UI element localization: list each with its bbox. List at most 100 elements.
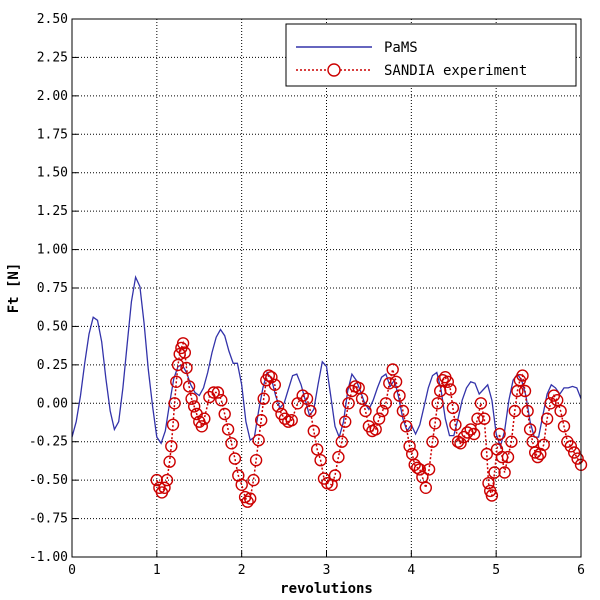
data-point-sandia <box>339 415 352 428</box>
legend: PaMS SANDIA experiment <box>285 23 577 87</box>
y-tick-label: 0.75 <box>37 281 68 296</box>
data-point-sandia <box>228 452 242 465</box>
y-tick-label: 2.25 <box>37 50 68 65</box>
data-point-sandia <box>508 404 521 418</box>
data-point-sandia <box>247 473 260 487</box>
data-point-sandia <box>300 392 314 405</box>
x-tick-label: 2 <box>238 563 246 578</box>
data-point-sandia <box>516 369 529 382</box>
data-point-sandia <box>376 404 389 418</box>
series-layer <box>71 275 588 508</box>
x-axis-label: revolutions <box>280 581 373 597</box>
data-point-sandia <box>485 489 499 502</box>
data-point-sandia <box>328 469 342 482</box>
legend-label-pams: PaMS <box>384 40 418 56</box>
data-point-sandia <box>311 443 324 456</box>
ticks: 0 1 2 3 4 5 6 -1.00 -0.75 -0.50 -0.25 0.00 0.25 0.50 0… <box>29 12 585 578</box>
data-point-sandia <box>428 417 442 430</box>
data-point-sandia <box>314 454 327 467</box>
data-point-sandia <box>243 492 257 505</box>
data-point-sandia <box>383 377 396 390</box>
data-point-sandia <box>568 446 581 459</box>
x-tick-label: 6 <box>577 563 585 578</box>
x-tick-label: 3 <box>323 563 331 578</box>
data-point-sandia <box>332 450 345 464</box>
data-point-sandia <box>218 407 231 421</box>
data-point-sandia <box>564 440 577 453</box>
data-point-sandia <box>518 384 532 398</box>
data-point-sandia <box>537 438 550 451</box>
data-point-sandia <box>416 470 429 484</box>
data-point-sandia <box>178 346 192 359</box>
y-tick-label: -1.00 <box>29 550 68 565</box>
x-tick-label: 0 <box>68 563 76 578</box>
data-point-sandia <box>160 473 174 487</box>
data-point-sandia <box>352 381 365 395</box>
data-point-sandia <box>268 378 281 391</box>
data-point-sandia <box>180 361 193 375</box>
data-point-sandia <box>403 440 416 453</box>
data-point-sandia <box>389 375 403 388</box>
data-point-sandia <box>166 418 180 431</box>
data-point-sandia <box>431 397 444 410</box>
data-point-sandia <box>195 420 209 433</box>
data-point-sandia <box>335 435 348 448</box>
data-point-sandia <box>241 495 254 508</box>
data-point-sandia <box>235 478 248 491</box>
data-point-sandia <box>551 394 564 407</box>
data-point-sandia <box>441 375 454 388</box>
y-tick-label: 2.00 <box>37 89 68 104</box>
data-point-sandia <box>278 412 292 425</box>
y-tick-label: 1.50 <box>37 166 68 181</box>
data-point-sandia <box>493 427 506 441</box>
data-point-sandia <box>185 392 198 405</box>
y-tick-label: -0.50 <box>29 473 68 488</box>
y-tick-label: 0.00 <box>37 396 68 411</box>
data-point-sandia <box>165 440 178 453</box>
data-point-sandia <box>285 414 298 427</box>
data-point-sandia <box>490 443 504 456</box>
legend-marker-sandia <box>327 63 341 77</box>
data-point-sandia <box>419 481 432 494</box>
data-point-sandia <box>170 375 183 388</box>
data-point-sandia <box>215 394 228 407</box>
data-point-sandia <box>413 463 426 476</box>
data-point-sandia <box>557 420 571 433</box>
data-point-sandia <box>454 437 467 450</box>
data-point-sandia <box>521 404 534 418</box>
data-point-sandia <box>488 466 501 479</box>
x-tick-label: 5 <box>492 563 500 578</box>
series-line-sandia <box>156 340 582 504</box>
data-point-sandia <box>422 463 436 476</box>
y-tick-label: -0.25 <box>29 435 68 450</box>
y-tick-label: 0.25 <box>37 358 68 373</box>
data-point-sandia <box>505 435 518 448</box>
series-line-pams <box>71 275 582 449</box>
data-point-sandia <box>207 386 220 399</box>
data-point-sandia <box>571 452 584 465</box>
data-point-sandia <box>262 369 275 382</box>
data-point-sandia <box>255 414 268 427</box>
data-point-sandia <box>544 397 557 410</box>
data-point-sandia <box>498 466 511 479</box>
data-point-sandia <box>198 412 211 425</box>
data-point-sandia <box>249 454 263 467</box>
data-point-sandia <box>501 450 515 464</box>
data-point-sandia <box>265 371 278 384</box>
y-tick-label: 1.75 <box>37 127 68 142</box>
data-point-sandia <box>211 386 225 399</box>
data-point-sandia <box>187 400 201 413</box>
data-point-sandia <box>225 437 238 450</box>
data-point-sandia <box>471 412 484 425</box>
data-point-sandia <box>168 397 181 410</box>
data-point-sandia <box>446 401 460 415</box>
data-point-sandia <box>523 423 537 436</box>
y-tick-label: 1.25 <box>37 204 68 219</box>
x-tick-label: 1 <box>153 563 161 578</box>
data-point-sandia <box>426 435 439 448</box>
data-point-sandia <box>400 420 413 433</box>
data-point-sandia <box>461 426 474 439</box>
data-point-sandia <box>359 404 372 418</box>
grid <box>71 18 582 558</box>
